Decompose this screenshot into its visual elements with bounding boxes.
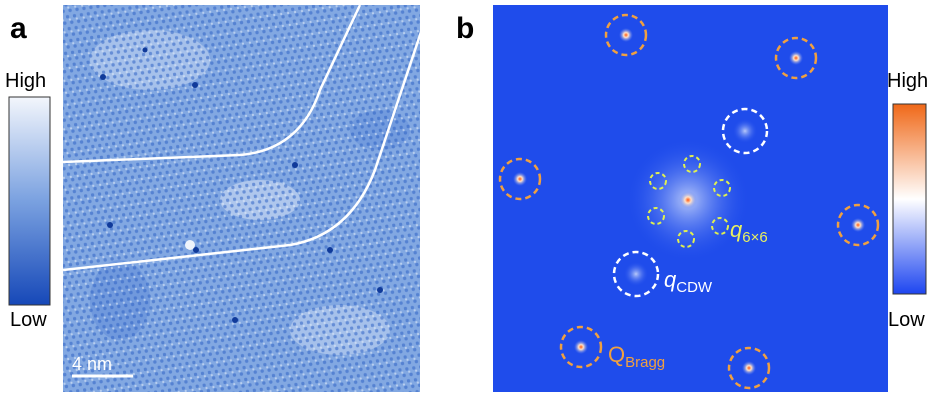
annotation-part: Bragg (625, 354, 665, 371)
decoration (192, 82, 198, 88)
decoration (624, 262, 648, 286)
decoration (143, 48, 148, 53)
decoration (193, 247, 199, 253)
decoration (232, 317, 238, 323)
colorbar-high: High (887, 70, 928, 92)
colorbar-low: Low (888, 309, 925, 331)
panel-label: a (10, 12, 27, 45)
scale-bar-label: 4 nm (72, 354, 112, 374)
decoration (63, 5, 420, 392)
annotation-part: q (664, 267, 677, 292)
decoration (619, 28, 633, 42)
decoration (574, 340, 588, 354)
fft-image (493, 5, 888, 392)
decoration (851, 218, 865, 232)
stm-image (63, 5, 430, 392)
annotation-part: 6×6 (742, 229, 767, 246)
decoration (789, 51, 803, 65)
decoration (327, 247, 333, 253)
annotation-part: q (730, 217, 743, 242)
panel-label: b (456, 12, 474, 45)
colorbar-low: Low (10, 309, 47, 331)
decoration (742, 361, 756, 375)
colorbar (9, 97, 50, 305)
decoration (679, 191, 697, 209)
decoration (733, 119, 757, 143)
decoration (107, 222, 113, 228)
decoration (292, 162, 298, 168)
decoration (100, 74, 106, 80)
colorbar-high: High (5, 70, 46, 92)
decoration (513, 172, 527, 186)
decoration (377, 287, 383, 293)
figure: a High Low 4 nm b (0, 0, 936, 394)
colorbar (893, 104, 926, 294)
annotation-part: Q (608, 342, 625, 367)
annotation-part: CDW (676, 279, 713, 296)
